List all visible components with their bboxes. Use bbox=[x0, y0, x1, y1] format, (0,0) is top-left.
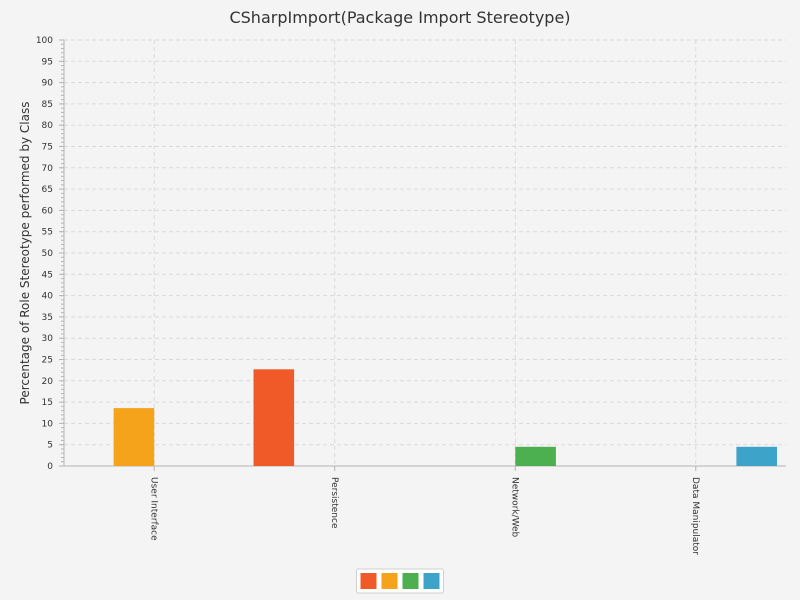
legend-swatch bbox=[423, 573, 440, 589]
y-tick-label: 10 bbox=[42, 419, 54, 429]
category-label: Data Manipulator bbox=[690, 477, 700, 555]
y-tick-label: 0 bbox=[47, 462, 53, 472]
y-tick-label: 60 bbox=[42, 206, 54, 216]
legend-swatch bbox=[381, 573, 398, 589]
bar bbox=[736, 446, 777, 466]
legend bbox=[356, 568, 444, 594]
bar bbox=[113, 408, 155, 466]
category-label: User Interface bbox=[148, 477, 158, 541]
y-tick-label: 100 bbox=[36, 36, 53, 46]
category-label: Network/Web bbox=[509, 477, 519, 538]
bars bbox=[113, 369, 777, 466]
y-tick-label: 65 bbox=[42, 185, 53, 195]
bar bbox=[515, 446, 556, 466]
grid-lines bbox=[64, 39, 786, 466]
y-tick-label: 80 bbox=[42, 121, 54, 131]
y-tick-label: 15 bbox=[42, 398, 53, 408]
category-label: Persistence bbox=[329, 477, 339, 529]
bar bbox=[253, 369, 295, 466]
y-tick-label: 30 bbox=[42, 334, 54, 344]
legend-box bbox=[356, 568, 444, 594]
y-tick-label: 40 bbox=[42, 292, 54, 302]
y-tick-label: 55 bbox=[42, 228, 53, 238]
y-tick-label: 5 bbox=[47, 441, 53, 451]
y-tick-label: 95 bbox=[42, 57, 53, 67]
y-tick-label: 35 bbox=[42, 313, 53, 323]
y-tick-label: 85 bbox=[42, 100, 53, 110]
y-tick-label: 25 bbox=[42, 356, 53, 366]
y-tick-label: 50 bbox=[42, 249, 54, 259]
y-tick-label: 90 bbox=[42, 79, 54, 89]
legend-swatch bbox=[360, 573, 377, 589]
chart-title: CSharpImport(Package Import Stereotype) bbox=[229, 8, 570, 27]
y-tick-label: 45 bbox=[42, 270, 53, 280]
y-tick-label: 20 bbox=[42, 377, 54, 387]
legend-swatch bbox=[402, 573, 419, 589]
y-axis-label: Percentage of Role Stereotype performed … bbox=[18, 102, 32, 405]
y-tick-label: 70 bbox=[42, 164, 54, 174]
axes: 0 5 10 15 20 25 30 35 40 45 50 55 60 65 70 75 80 85 90 95 10… bbox=[36, 36, 786, 555]
y-tick-label: 75 bbox=[42, 143, 53, 153]
